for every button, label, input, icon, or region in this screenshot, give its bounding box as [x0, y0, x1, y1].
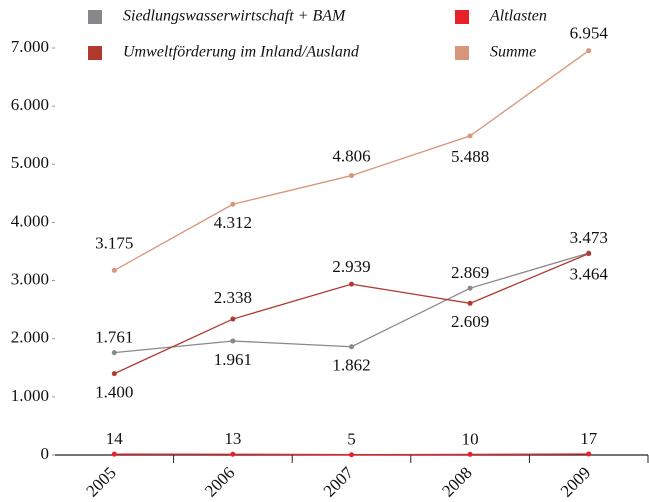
legend-swatch [455, 10, 469, 24]
legend-swatch [88, 46, 102, 60]
data-label: 3.473 [570, 228, 608, 247]
legend-label: Umweltförderung im Inland/Ausland [123, 44, 360, 61]
point [586, 451, 592, 457]
point [349, 281, 354, 287]
point [467, 133, 473, 139]
y-tick-label: 3.000 [11, 269, 49, 288]
legend-swatch [88, 10, 102, 24]
point [230, 338, 236, 344]
data-label: 2.338 [214, 288, 252, 307]
x-tick-label: 2005 [82, 463, 119, 500]
point [111, 267, 117, 273]
x-tick-label: 2006 [201, 463, 238, 500]
data-label: 14 [106, 429, 124, 448]
point [111, 451, 117, 457]
x-tick-label: 2008 [438, 463, 475, 500]
y-tick-label: 7.000 [11, 37, 49, 56]
data-label: 2.609 [451, 312, 489, 331]
legend-label: Altlasten [489, 8, 547, 25]
data-label: 2.939 [332, 257, 370, 276]
point [230, 316, 236, 322]
data-label: 6.954 [570, 24, 609, 43]
data-label: 13 [224, 429, 241, 448]
data-label: 17 [580, 429, 598, 448]
data-label: 5.488 [451, 147, 489, 166]
data-label: 5 [347, 430, 356, 449]
x-tick-label: 2009 [557, 463, 594, 500]
point [586, 48, 592, 54]
data-label: 2.869 [451, 263, 489, 282]
point [467, 300, 473, 306]
data-label: 3.464 [570, 264, 609, 283]
legend-label: Siedlungswasserwirtschaft + BAM [123, 8, 347, 25]
point [349, 344, 354, 350]
point [111, 371, 117, 377]
data-label: 1.961 [214, 350, 252, 369]
data-label: 1.400 [95, 383, 133, 402]
data-label: 3.175 [95, 233, 133, 252]
data-label: 4.806 [332, 146, 370, 165]
point [586, 251, 592, 257]
point [230, 201, 236, 207]
data-label: 1.761 [95, 328, 133, 347]
y-tick-label: 0 [41, 444, 50, 463]
point [230, 451, 236, 457]
x-tick-label: 2007 [320, 463, 358, 501]
y-tick-label: 6.000 [11, 95, 49, 114]
y-tick-label: 1.000 [11, 386, 49, 405]
y-tick-label: 2.000 [11, 328, 49, 347]
point [349, 452, 354, 458]
point [349, 173, 354, 179]
data-label: 1.862 [332, 356, 370, 375]
legend-label: Summe [490, 44, 536, 61]
data-label: 10 [462, 429, 479, 448]
data-label: 4.312 [214, 213, 252, 232]
y-tick-label: 4.000 [11, 211, 49, 230]
point [467, 451, 473, 457]
legend-swatch [455, 46, 469, 60]
y-tick-label: 5.000 [11, 153, 49, 172]
point [467, 285, 473, 291]
point [111, 350, 117, 356]
